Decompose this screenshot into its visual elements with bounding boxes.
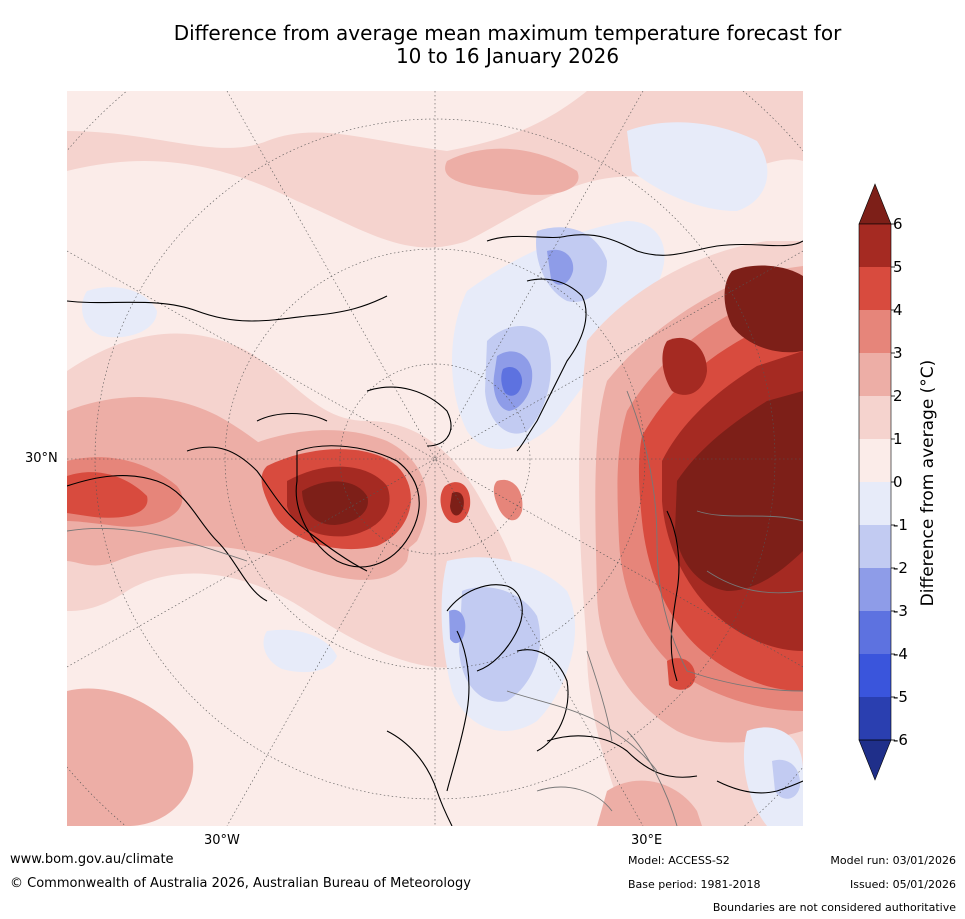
anomaly-region xyxy=(449,609,466,644)
anomaly-region xyxy=(445,148,579,195)
colorbar-swatch xyxy=(859,697,891,740)
colorbar-tick-label: -6 xyxy=(893,731,908,749)
colorbar-tick-label: 3 xyxy=(893,344,903,362)
footer-model: Model: ACCESS-S2 xyxy=(628,854,730,867)
footer-base-period: Base period: 1981-2018 xyxy=(628,878,761,891)
colorbar-swatch xyxy=(859,611,891,654)
colorbar-swatch xyxy=(859,482,891,525)
latitude-label-30n: 30°N xyxy=(25,451,58,466)
colorbar-swatches xyxy=(858,183,892,781)
anomaly-region xyxy=(627,122,768,211)
anomaly-map-svg xyxy=(67,91,803,826)
colorbar-tick-label: -2 xyxy=(893,559,908,577)
colorbar-swatch xyxy=(859,267,891,310)
colorbar-tick-label: 1 xyxy=(893,430,903,448)
colorbar-swatch xyxy=(859,654,891,697)
anomaly-region xyxy=(67,688,194,826)
colorbar-tick-label: -1 xyxy=(893,516,908,534)
anomaly-region xyxy=(724,265,803,353)
anomaly-region xyxy=(772,759,801,799)
footer-disclaimer: Boundaries are not considered authoritat… xyxy=(712,901,956,914)
colorbar: 6 5 4 3 2 1 0 -1 -2 -3 -4 -5 -6 xyxy=(858,183,908,781)
anomaly-region xyxy=(597,780,702,826)
colorbar-swatch xyxy=(859,353,891,396)
colorbar-tick-label: 5 xyxy=(893,258,903,276)
footer-url: www.bom.gov.au/climate xyxy=(10,852,174,867)
colorbar-tick-label: -3 xyxy=(893,602,908,620)
footer-copyright: © Commonwealth of Australia 2026, Austra… xyxy=(10,876,471,891)
anomaly-region xyxy=(263,629,337,673)
colorbar-tick-label: 6 xyxy=(893,215,903,233)
colorbar-swatch xyxy=(859,525,891,568)
colorbar-tick-label: 2 xyxy=(893,387,903,405)
colorbar-swatch xyxy=(859,224,891,267)
colorbar-swatch xyxy=(859,396,891,439)
anomaly-map xyxy=(67,91,803,826)
anomaly-region xyxy=(67,91,803,248)
anomaly-region xyxy=(67,472,148,518)
colorbar-over-arrow xyxy=(858,183,892,225)
colorbar-title: Difference from average (°C) xyxy=(918,359,938,607)
graticule xyxy=(67,91,803,826)
map-title: Difference from average mean maximum tem… xyxy=(60,22,955,68)
longitude-label-30w: 30°W xyxy=(204,833,240,848)
colorbar-tick-label: 4 xyxy=(893,301,903,319)
anomaly-region xyxy=(547,249,574,285)
colorbar-tick-label: 0 xyxy=(893,473,903,491)
footer-issued: Issued: 05/01/2026 xyxy=(849,878,956,891)
coastlines xyxy=(67,234,803,826)
colorbar-under-arrow xyxy=(858,739,892,781)
country-borders xyxy=(67,390,803,826)
colorbar-tick-label: -5 xyxy=(893,688,908,706)
title-line-1: Difference from average mean maximum tem… xyxy=(173,21,842,45)
anomaly-region xyxy=(459,587,541,702)
anomaly-region xyxy=(743,727,803,826)
anomaly-region xyxy=(493,479,523,521)
anomaly-region xyxy=(501,366,523,396)
longitude-label-30e: 30°E xyxy=(631,833,663,848)
colorbar-tick-label: -4 xyxy=(893,645,908,663)
anomaly-region xyxy=(82,287,157,338)
anomaly-region xyxy=(662,337,707,395)
footer-model-run: Model run: 03/01/2026 xyxy=(830,854,956,867)
colorbar-ticks: 6 5 4 3 2 1 0 -1 -2 -3 -4 -5 -6 xyxy=(891,215,908,749)
anomaly-region xyxy=(450,491,464,516)
anomaly-region xyxy=(667,658,696,690)
colorbar-swatch xyxy=(859,310,891,353)
anomaly-region xyxy=(675,391,803,591)
colorbar-swatch xyxy=(859,568,891,611)
colorbar-swatch xyxy=(859,439,891,482)
anomaly-region xyxy=(302,481,368,525)
title-line-2: 10 to 16 January 2026 xyxy=(395,44,620,68)
